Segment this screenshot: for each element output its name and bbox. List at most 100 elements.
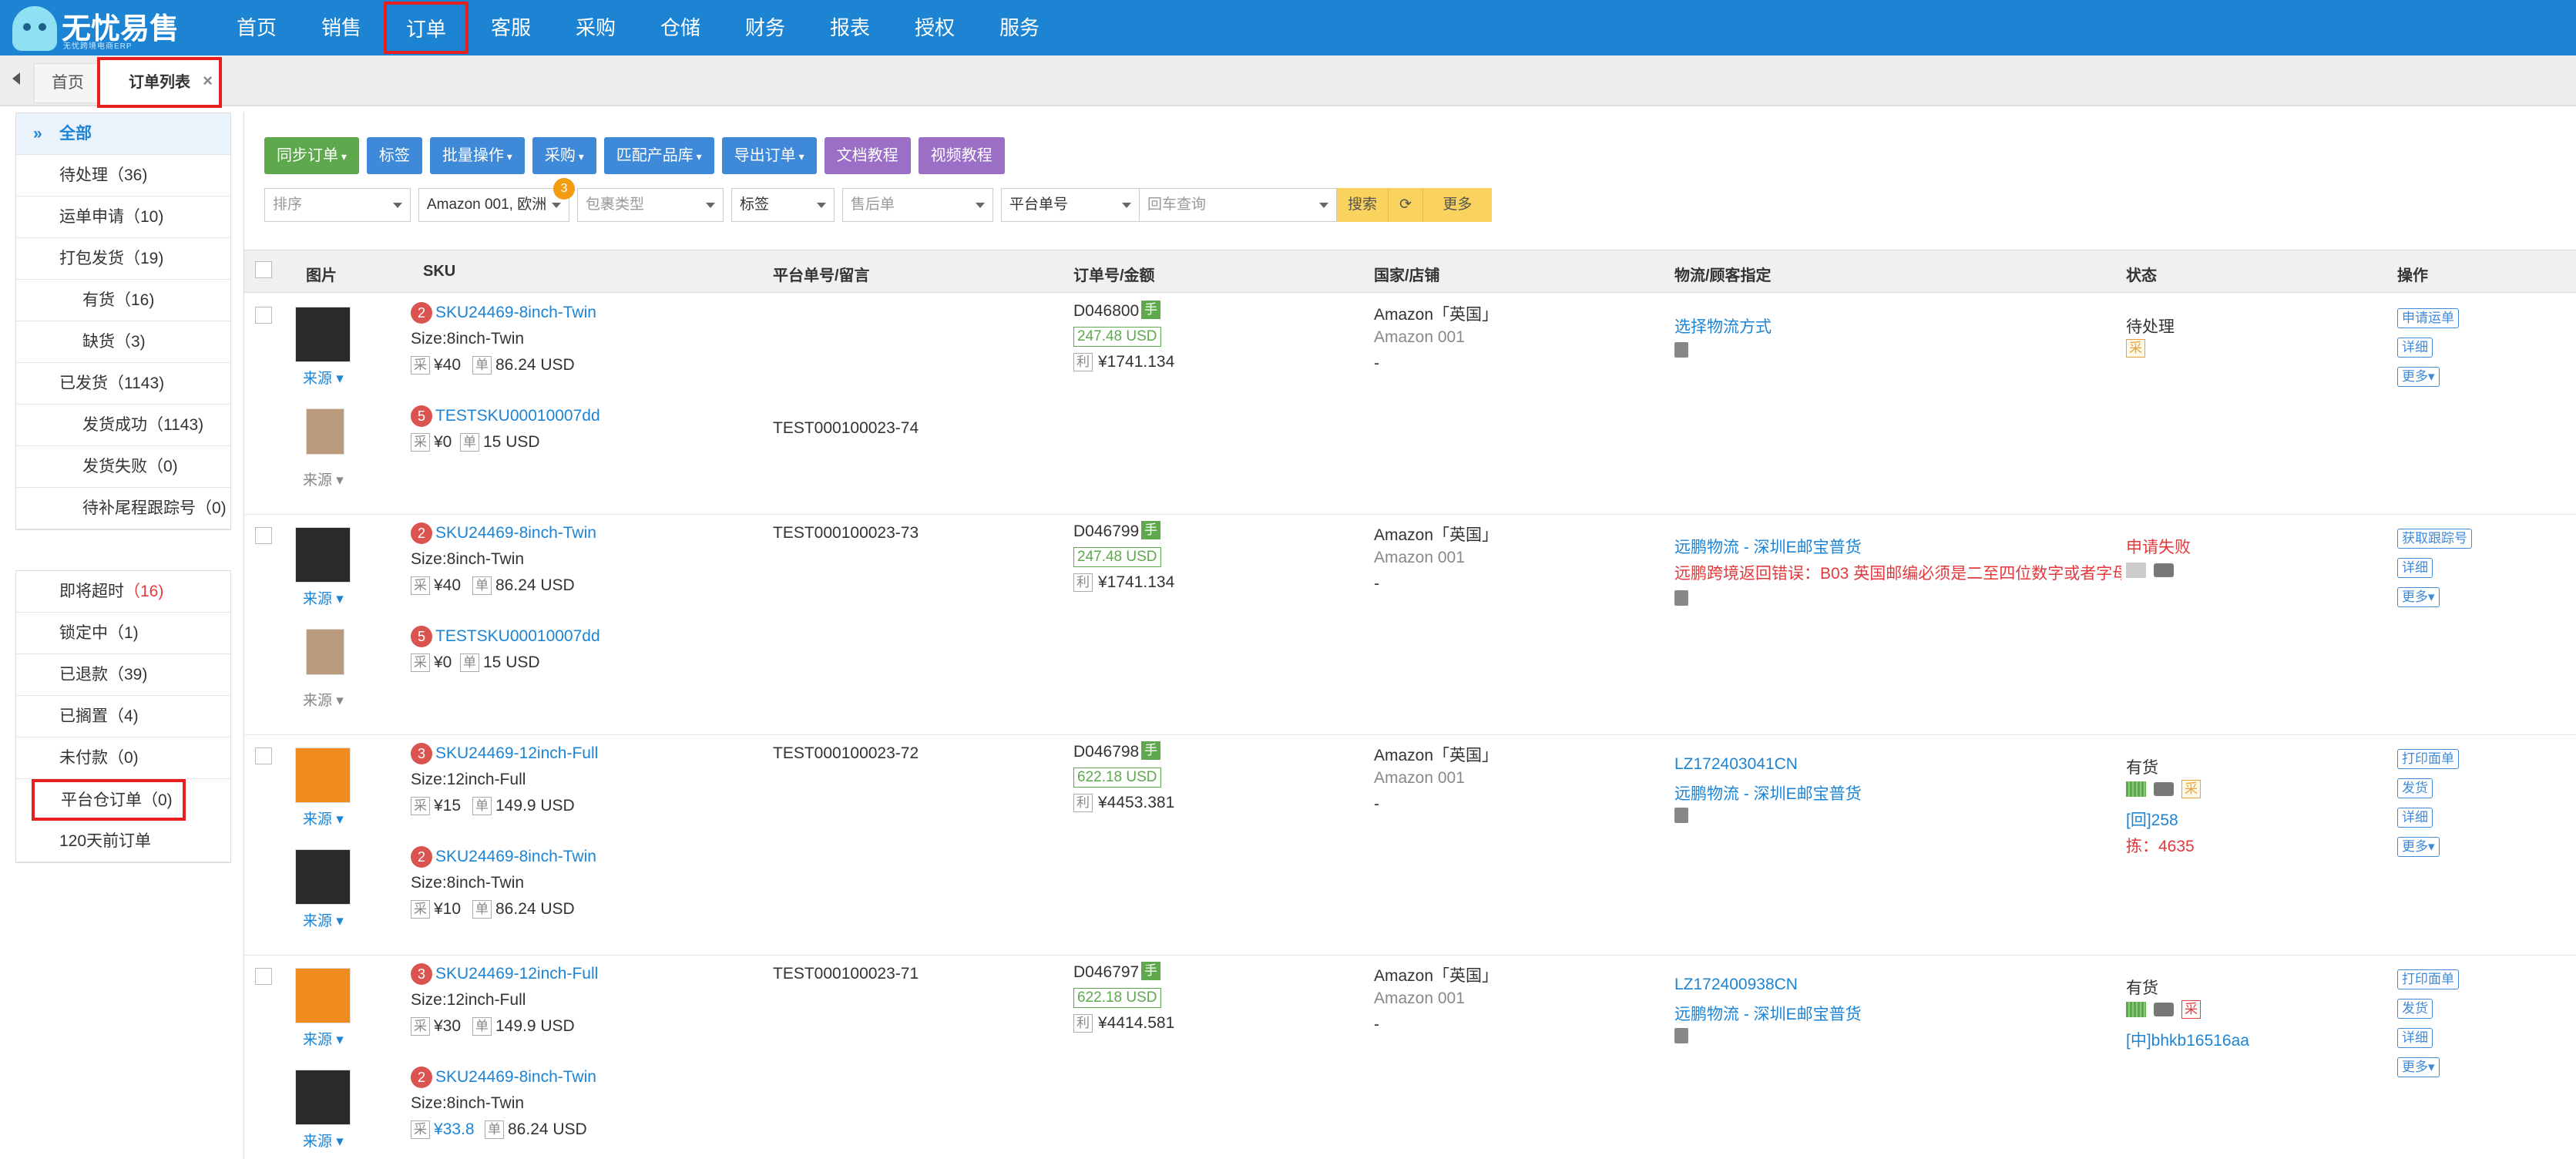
source-dropdown[interactable]: 来源 ▾ [303,472,344,489]
ship-button[interactable]: 发货 [2397,778,2433,798]
sidebar-item-ship-success[interactable]: 发货成功（1143) [16,405,230,446]
sidebar-item-locked[interactable]: 锁定中（1) [16,613,230,654]
tracking-number-link[interactable]: LZ172403041CN [1674,755,1798,773]
product-image[interactable] [295,849,351,905]
sidebar-item-out-of-stock[interactable]: 缺货（3) [16,321,230,363]
sidebar-item-pending[interactable]: 待处理（36) [16,155,230,197]
match-products-button[interactable]: 匹配产品库 [603,137,714,174]
sidebar-item-ship-failed[interactable]: 发货失败（0) [16,446,230,488]
product-image[interactable] [295,747,351,803]
purchase-price[interactable]: ¥33.8 [434,1120,475,1138]
nav-home[interactable]: 首页 [236,16,277,39]
row-checkbox[interactable] [255,527,272,544]
nav-warehouse[interactable]: 仓储 [660,16,700,39]
sidebar-item-waybill[interactable]: 运单申请（10) [16,197,230,238]
sku-link[interactable]: SKU24469-8inch-Twin [435,304,596,321]
more-filters-button[interactable]: 更多 [1422,188,1492,222]
select-all-checkbox[interactable] [255,261,272,278]
batch-ops-button[interactable]: 批量操作 [429,137,525,174]
refresh-icon[interactable]: ⟳ [1388,188,1422,222]
more-button[interactable]: 更多▾ [2397,367,2440,387]
more-button[interactable]: 更多▾ [2397,1057,2440,1077]
source-dropdown[interactable]: 来源 ▾ [303,1032,344,1048]
calculator-icon[interactable] [1674,342,1688,358]
detail-button[interactable]: 详细 [2397,338,2433,358]
sidebar-item-tracking-pending[interactable]: 待补尾程跟踪号（0) [16,488,230,529]
nav-auth[interactable]: 授权 [914,16,955,39]
order-no[interactable]: D046798 [1073,743,1140,761]
print-label-button[interactable]: 打印面单 [2397,969,2459,989]
calculator-icon[interactable] [1674,590,1688,606]
sku-link[interactable]: SKU24469-12inch-Full [435,744,599,762]
source-dropdown[interactable]: 来源 ▾ [303,1134,344,1150]
logistics-channel-link[interactable]: 远鹏物流 - 深圳E邮宝普货 [1674,1006,1862,1023]
calculator-icon[interactable] [1674,1028,1688,1043]
aftersale-select[interactable]: 售后单 [842,188,993,222]
tag-select[interactable]: 标签 [731,188,835,222]
sidebar-item-timeout[interactable]: 即将超时（16) [16,571,230,613]
product-image[interactable] [295,968,351,1023]
search-input[interactable]: 回车查询 [1140,188,1337,222]
source-dropdown[interactable]: 来源 ▾ [303,591,344,607]
tracking-number-link[interactable]: LZ172400938CN [1674,976,1798,993]
sku-link[interactable]: TESTSKU00010007dd [435,407,600,425]
print-label-button[interactable]: 打印面单 [2397,749,2459,769]
tab-home[interactable]: 首页 [34,63,102,103]
order-no[interactable]: D046799 [1073,522,1140,540]
tab-order-list[interactable]: 订单列表 × [97,57,222,108]
sort-select[interactable]: 排序 [264,188,411,222]
field-select[interactable]: 平台单号 [1001,188,1140,222]
sku-link[interactable]: SKU24469-8inch-Twin [435,524,596,542]
product-image[interactable] [306,629,344,675]
source-dropdown[interactable]: 来源 ▾ [303,371,344,387]
product-image[interactable] [306,408,344,455]
tab-scroll-left-icon[interactable] [12,72,20,85]
export-orders-button[interactable]: 导出订单 [721,137,817,174]
source-dropdown[interactable]: 来源 ▾ [303,811,344,828]
source-dropdown[interactable]: 来源 ▾ [303,913,344,929]
row-checkbox[interactable] [255,747,272,764]
sku-link[interactable]: TESTSKU00010007dd [435,627,600,645]
more-button[interactable]: 更多▾ [2397,587,2440,607]
sidebar-item-shelved[interactable]: 已搁置（4) [16,696,230,737]
doc-tutorial-button[interactable]: 文档教程 [824,137,911,174]
nav-reports[interactable]: 报表 [829,16,870,39]
sku-link[interactable]: SKU24469-8inch-Twin [435,848,596,865]
sku-link[interactable]: SKU24469-12inch-Full [435,965,599,983]
nav-orders[interactable]: 订单 [384,2,469,54]
video-tutorial-button[interactable]: 视频教程 [918,137,1005,174]
sidebar-item-120-days[interactable]: 120天前订单 [16,821,230,862]
purchase-button[interactable]: 采购 [532,137,596,174]
sidebar-item-in-stock[interactable]: 有货（16) [16,280,230,321]
sync-orders-button[interactable]: 同步订单 [264,137,359,174]
search-button[interactable]: 搜索 [1337,188,1389,222]
sidebar-item-refunded[interactable]: 已退款（39) [16,654,230,696]
order-no[interactable]: D046797 [1073,963,1140,981]
middle-tag[interactable]: [中]bhkb16516aa [2126,1032,2249,1050]
sidebar-item-all[interactable]: 全部 [16,113,230,155]
sidebar-item-unpaid[interactable]: 未付款（0) [16,737,230,779]
return-tag[interactable]: [回]258 [2126,811,2178,829]
apply-waybill-button[interactable]: 申请运单 [2397,308,2459,328]
nav-services[interactable]: 服务 [999,16,1039,39]
source-dropdown[interactable]: 来源 ▾ [303,693,344,709]
ship-button[interactable]: 发货 [2397,999,2433,1019]
product-image[interactable] [295,1070,351,1125]
get-tracking-button[interactable]: 获取跟踪号 [2397,529,2472,549]
row-checkbox[interactable] [255,307,272,324]
close-icon[interactable]: × [203,71,213,90]
more-button[interactable]: 更多▾ [2397,837,2440,857]
row-checkbox[interactable] [255,968,272,985]
sku-link[interactable]: SKU24469-8inch-Twin [435,1068,596,1086]
tag-button[interactable]: 标签 [366,137,422,174]
nav-sales[interactable]: 销售 [321,16,361,39]
detail-button[interactable]: 详细 [2397,558,2433,578]
logistics-channel-link[interactable]: 远鹏物流 - 深圳E邮宝普货 [1674,539,1862,556]
package-type-select[interactable]: 包裹类型 [577,188,724,222]
sidebar-item-platform-warehouse[interactable]: 平台仓订单（0) [32,779,186,821]
product-image[interactable] [295,307,351,362]
shop-select[interactable]: Amazon 001, 欧洲 3 [418,178,575,222]
sidebar-item-packing[interactable]: 打包发货（19) [16,238,230,280]
logistics-select-link[interactable]: 选择物流方式 [1674,318,1772,336]
nav-finance[interactable]: 财务 [744,16,785,39]
